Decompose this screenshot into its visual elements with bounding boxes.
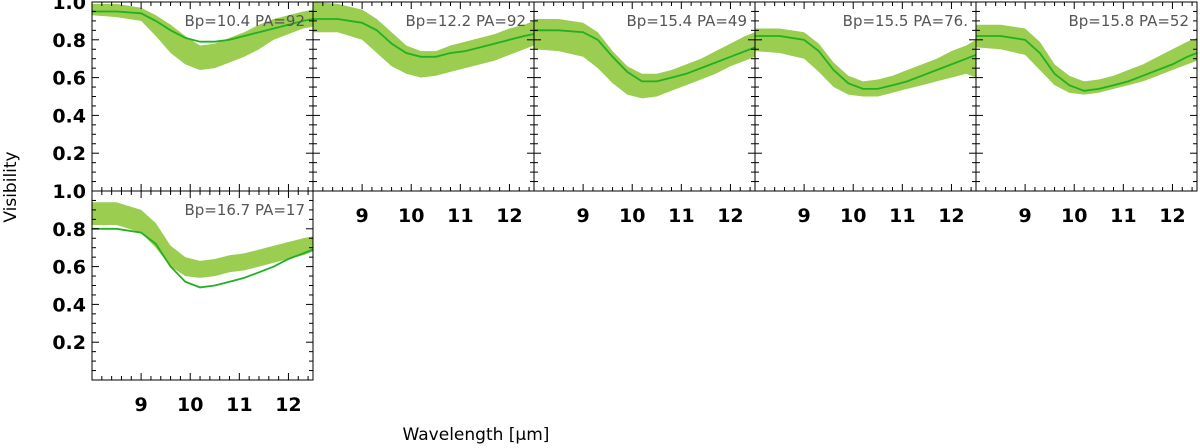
x-tick-label: 10 bbox=[177, 394, 203, 416]
x-tick-label: 9 bbox=[797, 205, 810, 227]
model-line bbox=[755, 35, 976, 90]
model-line bbox=[976, 35, 1197, 92]
uncertainty-band bbox=[313, 2, 534, 78]
uncertainty-band bbox=[976, 24, 1197, 95]
x-tick-label: 11 bbox=[889, 205, 915, 227]
x-tick-label: 9 bbox=[355, 205, 368, 227]
y-tick-label: 0.2 bbox=[52, 143, 86, 165]
panel-label: Bp=15.5 PA=76. bbox=[843, 12, 968, 30]
y-tick-label: 0.4 bbox=[52, 105, 86, 127]
panels-layer: Bp=10.4 PA=92 0.2 0.4 0.6 0.8 1.0 Bp=12.2 PA=9… bbox=[52, 0, 1198, 416]
x-tick-label: 12 bbox=[275, 394, 301, 416]
panel-label: Bp=16.7 PA=17 bbox=[184, 201, 305, 219]
panel-2: Bp=12.2 PA=92 9 10 11 12 bbox=[312, 1, 535, 227]
x-tick-label: 11 bbox=[668, 205, 694, 227]
x-tick-label: 12 bbox=[717, 205, 743, 227]
uncertainty-band bbox=[755, 28, 976, 97]
y-tick-label: 0.6 bbox=[52, 257, 86, 279]
uncertainty-band bbox=[92, 202, 313, 278]
model-line bbox=[534, 29, 755, 83]
panel-4: Bp=15.5 PA=76. 9 10 11 12 bbox=[754, 1, 977, 227]
x-tick-label: 12 bbox=[1159, 205, 1185, 227]
panel-label: Bp=15.8 PA=52 bbox=[1068, 12, 1189, 30]
x-axis-title: Wavelength [μm] bbox=[403, 425, 550, 445]
y-axis-title: Visibility bbox=[1, 151, 21, 222]
x-tick-label: 10 bbox=[398, 205, 424, 227]
x-tick-label: 9 bbox=[1018, 205, 1031, 227]
panel-label: Bp=10.4 PA=92 bbox=[184, 12, 305, 30]
y-tick-label: 0.8 bbox=[52, 30, 86, 52]
panel-5: Bp=15.8 PA=52 9 10 11 12 bbox=[975, 1, 1198, 227]
y-tick-label: 1.0 bbox=[52, 181, 86, 203]
x-tick-label: 9 bbox=[576, 205, 589, 227]
panel-6: Bp=16.7 PA=17 0.2 0.4 0.6 0.8 1.0 9 10 11 12 bbox=[52, 181, 314, 416]
y-tick-label: 0.6 bbox=[52, 68, 86, 90]
x-tick-label: 11 bbox=[447, 205, 473, 227]
panel-3: Bp=15.4 PA=49 9 10 11 12 bbox=[533, 1, 756, 227]
x-tick-label: 10 bbox=[1061, 205, 1087, 227]
model-line bbox=[313, 18, 534, 58]
y-tick-label: 1.0 bbox=[52, 0, 86, 14]
panel-label: Bp=12.2 PA=92 bbox=[405, 12, 526, 30]
uncertainty-band bbox=[534, 19, 755, 99]
x-tick-label: 10 bbox=[840, 205, 866, 227]
x-tick-label: 11 bbox=[1110, 205, 1136, 227]
x-tick-label: 10 bbox=[619, 205, 645, 227]
x-tick-label: 12 bbox=[496, 205, 522, 227]
uncertainty-band bbox=[92, 3, 313, 70]
model-line bbox=[92, 10, 313, 43]
model-line bbox=[92, 227, 313, 289]
y-tick-label: 0.4 bbox=[52, 294, 86, 316]
panel-1: Bp=10.4 PA=92 0.2 0.4 0.6 0.8 1.0 bbox=[52, 0, 314, 192]
y-tick-label: 0.2 bbox=[52, 332, 86, 354]
y-tick-label: 0.8 bbox=[52, 219, 86, 241]
panel-label: Bp=15.4 PA=49 bbox=[626, 12, 747, 30]
x-tick-label: 12 bbox=[938, 205, 964, 227]
x-tick-label: 9 bbox=[134, 394, 147, 416]
x-tick-label: 11 bbox=[226, 394, 252, 416]
